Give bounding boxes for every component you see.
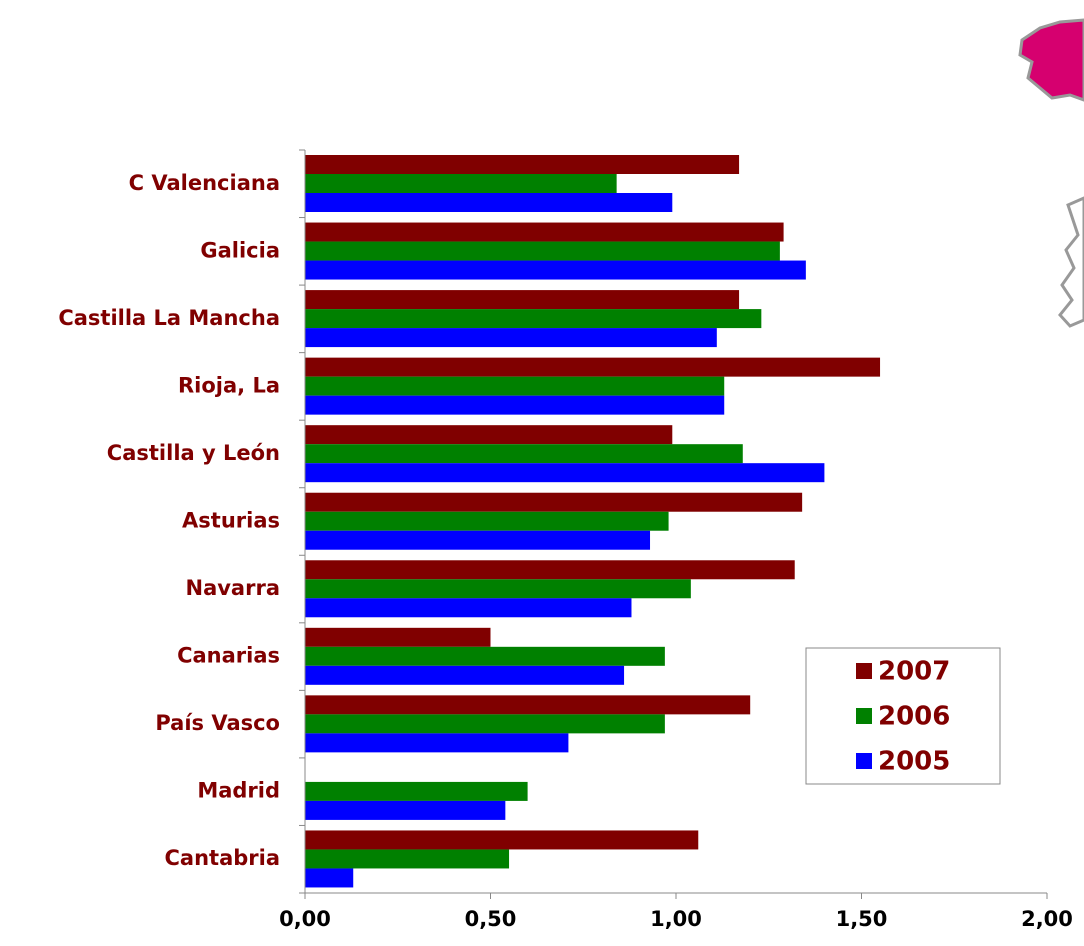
legend-box	[805, 647, 1001, 785]
legend-label: 2007	[878, 657, 950, 687]
map-decoration	[1018, 18, 1084, 102]
bar	[305, 714, 665, 734]
bar	[305, 425, 673, 445]
map-decoration	[1058, 196, 1084, 328]
bar	[305, 665, 625, 685]
x-tick-label: 2,00	[1021, 907, 1073, 931]
bar	[305, 492, 803, 512]
category-label: Canarias	[177, 644, 280, 668]
category-label: Castilla La Mancha	[58, 306, 280, 330]
bar	[305, 800, 506, 820]
category-label: Galicia	[200, 238, 280, 262]
x-tick-label: 0,00	[279, 907, 331, 931]
legend-label: 2006	[878, 702, 950, 732]
legend-swatch	[856, 663, 872, 679]
category-label: Rioja, La	[178, 373, 280, 397]
bar	[305, 222, 784, 242]
category-label: Asturias	[182, 509, 280, 533]
bar	[305, 830, 699, 850]
bar	[305, 695, 751, 715]
legend-swatch	[856, 753, 872, 769]
bar	[305, 733, 569, 753]
bar	[305, 260, 806, 280]
bar	[305, 376, 725, 396]
bar	[305, 309, 762, 329]
bar	[305, 598, 632, 618]
bar	[305, 155, 740, 174]
category-label: País Vasco	[155, 711, 280, 735]
bar	[305, 849, 510, 869]
bar	[305, 646, 665, 666]
category-label: Navarra	[186, 576, 281, 600]
legend-swatch	[856, 708, 872, 724]
category-label: Castilla y León	[107, 441, 280, 465]
x-tick-label: 1,50	[836, 907, 888, 931]
bar	[305, 328, 717, 348]
bar	[305, 174, 617, 193]
x-tick-label: 1,00	[650, 907, 702, 931]
bar	[305, 627, 491, 647]
x-tick-label: 0,50	[465, 907, 517, 931]
category-label: Cantabria	[165, 846, 281, 870]
bar	[305, 511, 669, 531]
bar	[305, 444, 743, 464]
bar	[305, 579, 691, 599]
bar	[305, 868, 354, 888]
bar	[305, 560, 795, 580]
bar	[305, 530, 651, 550]
legend-label: 2005	[878, 747, 950, 777]
bar	[305, 781, 528, 801]
bar	[305, 463, 825, 483]
bar	[305, 357, 881, 377]
category-label: Madrid	[197, 779, 280, 803]
bar	[305, 290, 740, 310]
category-label: C Valenciana	[129, 171, 280, 195]
bar	[305, 395, 725, 415]
bar	[305, 193, 673, 212]
bar	[305, 241, 780, 261]
